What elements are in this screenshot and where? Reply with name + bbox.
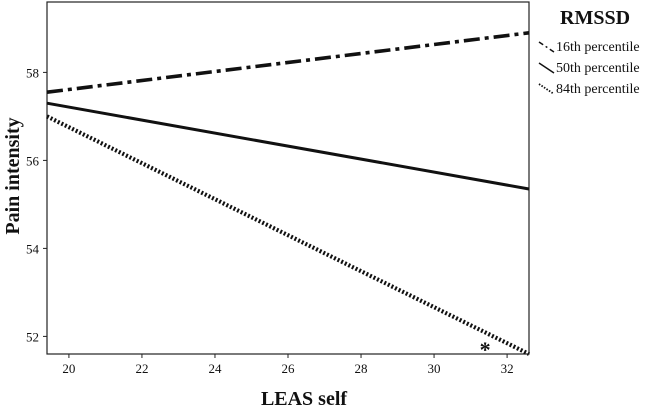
legend-label-2: 50th percentile [556, 61, 640, 76]
legend-swatch-1 [538, 41, 555, 53]
series-line-1 [46, 31, 530, 94]
legend-title: RMSSD [560, 7, 630, 29]
x-tick-label: 28 [355, 361, 368, 376]
x-tick-label: 24 [208, 361, 222, 376]
x-tick-label: 22 [135, 361, 148, 376]
y-tick-label: 52 [26, 329, 39, 344]
legend: RMSSD 16th percentile 50th percentile 84th… [538, 7, 640, 97]
y-axis-title: Pain intensity [2, 117, 24, 234]
legend-swatch-2 [538, 62, 555, 74]
x-tick-label: 30 [428, 361, 441, 376]
legend-swatch-3 [538, 83, 555, 95]
significance-marker: * [480, 337, 491, 362]
y-tick-label: 54 [26, 241, 40, 256]
x-tick-label: 32 [501, 361, 514, 376]
series-line-3 [46, 114, 530, 356]
x-tick-label: 26 [282, 361, 296, 376]
plot-frame [46, 1, 530, 355]
series-line-2 [46, 101, 530, 191]
y-tick-label: 58 [26, 65, 39, 80]
legend-label-1: 16th percentile [556, 40, 640, 55]
y-tick-label: 56 [26, 153, 40, 168]
legend-label-3: 84th percentile [556, 82, 640, 97]
x-tick-label: 20 [62, 361, 75, 376]
x-axis-title: LEAS self [261, 388, 347, 410]
